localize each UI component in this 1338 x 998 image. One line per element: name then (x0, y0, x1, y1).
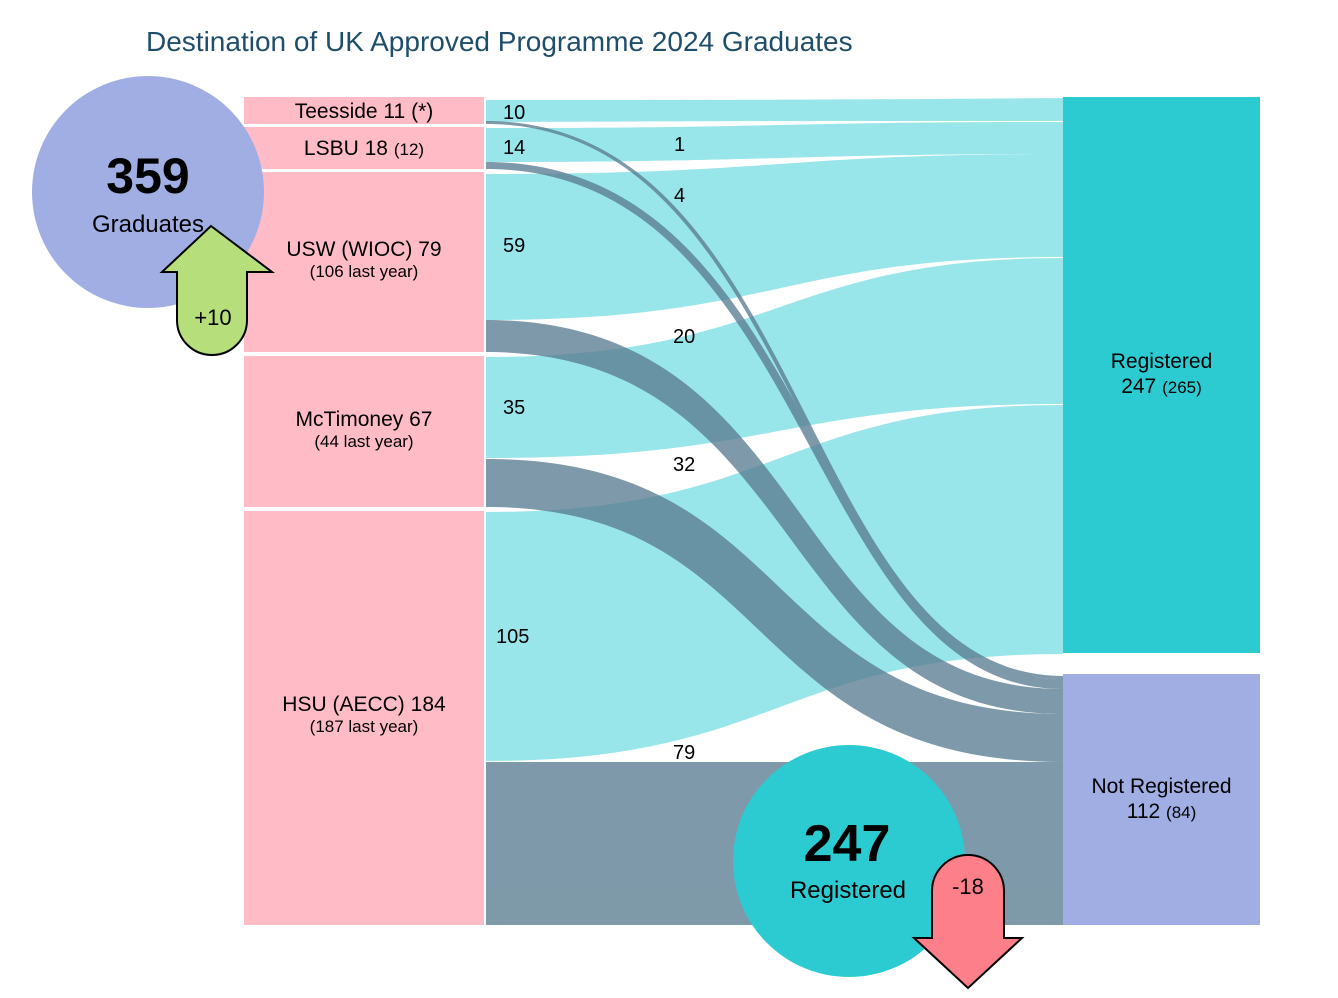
source-label-usw: USW (WIOC) 79 (106 last year) (244, 237, 484, 283)
source-name: McTimoney 67 (295, 408, 433, 431)
flow-teesside-registered (486, 98, 1063, 122)
source-label-mctimoney: McTimoney 67 (44 last year) (244, 407, 484, 453)
node-registered (1063, 97, 1260, 653)
source-note: (44 last year) (314, 432, 414, 452)
source-name: HSU (AECC) 184 (282, 693, 446, 716)
source-note: (187 last year) (309, 717, 419, 737)
flow-label-teesside-registered: 10 (503, 102, 526, 124)
graduates-value: 359 (106, 148, 190, 204)
flow-label-hsu-registered: 105 (496, 626, 530, 648)
source-name: Teesside 11 (294, 100, 406, 123)
target-label-not-registered: Not Registered 112 (84) (1063, 774, 1260, 824)
flow-usw-not-registered (486, 320, 1063, 714)
source-note: (12) (393, 140, 425, 159)
node-teesside (244, 97, 484, 124)
flow-label-lsbu-not-registered: 4 (674, 185, 686, 207)
source-name: USW (WIOC) 79 (286, 238, 442, 261)
target-name: Registered (1110, 350, 1213, 373)
flow-label-usw-not-registered: 20 (673, 326, 696, 348)
source-note: (*) (411, 100, 434, 123)
source-label-hsu: HSU (AECC) 184 (187 last year) (244, 692, 484, 738)
flow-label-mctimoney-registered: 35 (503, 397, 526, 419)
graduates-change: +10 (194, 305, 232, 330)
flow-label-usw-registered: 59 (503, 235, 526, 257)
node-lsbu (244, 127, 484, 169)
source-label-teesside: Teesside 11 (*) (244, 99, 484, 124)
target-label-registered: Registered 247 (265) (1063, 349, 1260, 399)
node-not-registered (1063, 674, 1260, 925)
target-value: 112 (1126, 800, 1161, 824)
flow-label-hsu-not-registered: 79 (673, 742, 696, 764)
registered-change: -18 (952, 874, 984, 899)
flow-label-lsbu-registered: 14 (503, 137, 526, 159)
source-name: LSBU 18 (303, 137, 388, 160)
target-note: (84) (1166, 803, 1197, 823)
node-mctimoney (244, 356, 484, 507)
registered-circle (733, 745, 965, 977)
source-note: (106 last year) (309, 262, 419, 282)
flow-lsbu-registered (486, 122, 1063, 162)
chart-title: Destination of UK Approved Programme 202… (146, 26, 853, 57)
registered-value: 247 (803, 815, 891, 873)
flow-usw-registered (486, 154, 1063, 320)
up-arrow-icon (159, 224, 275, 356)
node-usw (244, 172, 484, 352)
target-note: (265) (1162, 378, 1202, 398)
source-label-lsbu: LSBU 18 (12) (244, 136, 484, 161)
flow-label-mctimoney-not-registered: 32 (673, 454, 696, 476)
flow-mctimoney-not-registered (486, 459, 1063, 762)
flow-label-teesside-not-registered: 1 (674, 134, 686, 156)
registered-label: Registered (789, 877, 907, 904)
down-arrow-icon (911, 854, 1025, 990)
target-name: Not Registered (1091, 775, 1232, 798)
node-hsu (244, 511, 484, 925)
target-value: 247 (1121, 375, 1157, 399)
graduates-label: Graduates (91, 211, 205, 238)
